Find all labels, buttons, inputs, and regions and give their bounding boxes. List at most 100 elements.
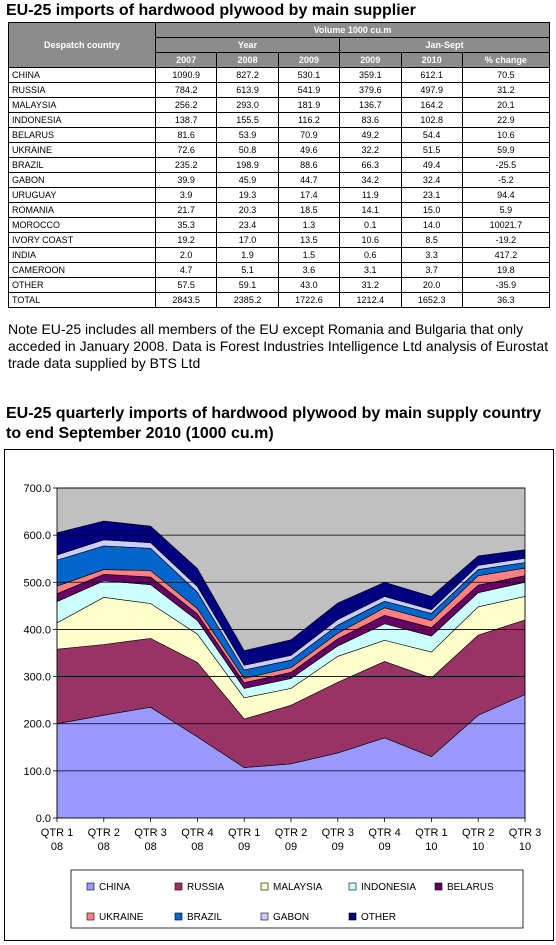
row-value: 20.0 xyxy=(400,277,463,293)
row-value: 2385.2 xyxy=(216,292,279,308)
row-value: 359.1 xyxy=(339,67,402,83)
row-value: 256.2 xyxy=(154,97,218,113)
row-value: -19.2 xyxy=(461,232,551,248)
table-row: URUGUAY 3.9 19.3 17.4 11.9 23.1 94.4 xyxy=(8,187,551,203)
legend-swatch-belarus xyxy=(434,882,443,891)
y-tick-label: 400.0 xyxy=(23,624,51,636)
row-value: 10021.7 xyxy=(461,217,551,233)
row-value: 164.2 xyxy=(400,97,463,113)
row-value: 94.4 xyxy=(461,187,551,203)
row-value: 0.6 xyxy=(339,247,402,263)
x-tick-label-year: 08 xyxy=(191,841,203,853)
row-country: ROMANIA xyxy=(8,202,156,218)
row-value: 827.2 xyxy=(216,67,279,83)
x-tick-label-year: 10 xyxy=(519,841,531,853)
table-row: UKRAINE 72.6 50.8 49.6 32.2 51.5 59.9 xyxy=(8,142,551,158)
row-value: 49.2 xyxy=(339,127,402,143)
row-value: 1.9 xyxy=(216,247,279,263)
chart-title: EU-25 quarterly imports of hardwood plyw… xyxy=(6,405,542,442)
row-value: 49.6 xyxy=(277,142,341,158)
row-value: 14.1 xyxy=(339,202,402,218)
table-row: CAMEROON 4.7 5.1 3.6 3.1 3.7 19.8 xyxy=(8,262,551,278)
row-country: IVORY COAST xyxy=(8,232,156,248)
row-value: 3.1 xyxy=(339,262,402,278)
legend-label-ukraine: UKRAINE xyxy=(99,912,144,923)
row-value: -35.9 xyxy=(461,277,551,293)
row-value: 39.9 xyxy=(154,172,218,188)
row-value: 23.4 xyxy=(216,217,279,233)
row-value: 293.0 xyxy=(216,97,279,113)
row-value: 20.1 xyxy=(461,97,551,113)
table-row: BRAZIL 235.2 198.9 88.6 66.3 49.4 -25.5 xyxy=(8,157,551,173)
row-value: 8.5 xyxy=(400,232,463,248)
row-value: 44.7 xyxy=(277,172,341,188)
col-header-year-5: % change xyxy=(461,52,551,68)
table-row: IVORY COAST 19.2 17.0 13.5 10.6 8.5 -19.2 xyxy=(8,232,551,248)
row-value: 784.2 xyxy=(154,82,218,98)
row-value: 31.2 xyxy=(339,277,402,293)
row-country: MALAYSIA xyxy=(8,97,156,113)
row-value: 88.6 xyxy=(277,157,341,173)
row-value: 1652.3 xyxy=(400,292,463,308)
row-value: 23.1 xyxy=(400,187,463,203)
col-header-year: Year xyxy=(154,37,341,53)
row-value: 613.9 xyxy=(216,82,279,98)
row-value: 1212.4 xyxy=(339,292,402,308)
legend-label-indonesia: INDONESIA xyxy=(361,882,416,893)
row-country: OTHER xyxy=(8,277,156,293)
row-value: 57.5 xyxy=(154,277,218,293)
chart-container: 0.0 100.0 200.0 300.0 400.0 500.0 600.0 700.0 QT… xyxy=(4,449,554,941)
legend-label-belarus: BELARUS xyxy=(447,882,494,893)
row-value: 34.2 xyxy=(339,172,402,188)
row-value: 17.4 xyxy=(277,187,341,203)
x-tick-label-year: 08 xyxy=(51,841,63,853)
row-value: 1.3 xyxy=(277,217,341,233)
col-header-year-2: 2009 xyxy=(277,52,341,68)
table-row: RUSSIA 784.2 613.9 541.9 379.6 497.9 31.2 xyxy=(8,82,551,98)
table-row: BELARUS 81.6 53.9 70.9 49.2 54.4 10.6 xyxy=(8,127,551,143)
row-value: 32.4 xyxy=(400,172,463,188)
row-value: 1090.9 xyxy=(154,67,218,83)
row-value: 497.9 xyxy=(400,82,463,98)
x-tick-label: QTR 3 xyxy=(509,827,541,839)
row-country: BELARUS xyxy=(8,127,156,143)
row-value: 20.3 xyxy=(216,202,279,218)
row-value: 50.8 xyxy=(216,142,279,158)
legend-swatch-ukraine xyxy=(86,912,95,921)
x-tick-label: QTR 4 xyxy=(368,827,400,839)
table-row: MALAYSIA 256.2 293.0 181.9 136.7 164.2 20.1 xyxy=(8,97,551,113)
row-value: 59.1 xyxy=(216,277,279,293)
col-header-jansept: Jan-Sept xyxy=(339,37,550,53)
row-value: 81.6 xyxy=(154,127,218,143)
legend-label-russia: RUSSIA xyxy=(187,882,225,893)
row-value: 1.5 xyxy=(277,247,341,263)
legend-swatch-brazil xyxy=(174,912,183,921)
row-value: 14.0 xyxy=(400,217,463,233)
y-tick-label: 600.0 xyxy=(23,530,51,542)
row-country: UKRAINE xyxy=(8,142,156,158)
x-tick-label-year: 09 xyxy=(378,841,390,853)
row-country: BRAZIL xyxy=(8,157,156,173)
row-value: 612.1 xyxy=(400,67,463,83)
row-value: 49.4 xyxy=(400,157,463,173)
legend-box xyxy=(70,869,524,929)
x-tick-label: QTR 4 xyxy=(181,827,213,839)
row-value: 22.9 xyxy=(461,112,551,128)
row-value: -25.5 xyxy=(461,157,551,173)
row-value: -5.2 xyxy=(461,172,551,188)
legend-label-gabon: GABON xyxy=(273,912,309,923)
row-value: 136.7 xyxy=(339,97,402,113)
col-header-year-3: 2009 xyxy=(339,52,402,68)
row-value: 51.5 xyxy=(400,142,463,158)
row-country: CAMEROON xyxy=(8,262,156,278)
col-header-year-1: 2008 xyxy=(216,52,279,68)
table-title: EU-25 imports of hardwood plywood by mai… xyxy=(6,2,416,19)
row-value: 35.3 xyxy=(154,217,218,233)
row-country: INDONESIA xyxy=(8,112,156,128)
row-value: 198.9 xyxy=(216,157,279,173)
row-value: 13.5 xyxy=(277,232,341,248)
row-value: 72.6 xyxy=(154,142,218,158)
row-value: 43.0 xyxy=(277,277,341,293)
legend-label-malaysia: MALAYSIA xyxy=(273,882,323,893)
x-tick-label: QTR 1 xyxy=(228,827,260,839)
